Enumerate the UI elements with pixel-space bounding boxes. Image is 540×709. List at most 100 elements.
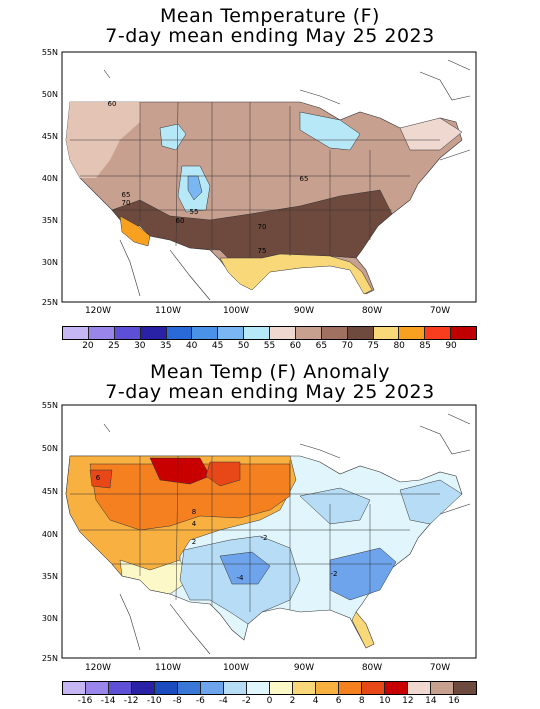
panel2-contour-label: -2 (261, 534, 268, 542)
panel1-lon-label: 100W (223, 306, 249, 316)
panel2-montana-hot (149, 457, 211, 485)
legend-swatch (425, 327, 452, 339)
legend-swatch (431, 682, 454, 694)
panel1-lat-label: 55N (42, 48, 58, 57)
panel1-title-line1: Mean Temperature (F) (160, 5, 380, 27)
panel2-florida-warm (351, 611, 375, 649)
panel1-title-line2: 7-day mean ending May 25 2023 (105, 25, 435, 47)
panel1-contour-label: 60 (176, 217, 185, 225)
legend-label: 2 (289, 696, 296, 706)
legend-label: 8 (358, 696, 365, 706)
legend-swatch (339, 682, 362, 694)
legend-swatch (224, 682, 247, 694)
legend-swatch (63, 682, 86, 694)
legend-swatch (454, 682, 476, 694)
legend-label: 6 (335, 696, 342, 706)
panel2-lon-label: 120W (85, 663, 111, 673)
legend-swatch (408, 682, 431, 694)
legend-label: 30 (134, 341, 146, 351)
legend-swatch (270, 327, 296, 339)
legend-swatch (270, 682, 293, 694)
panel2-title-line1: Mean Temp (F) Anomaly (149, 361, 391, 383)
panel1-lat-label: 35N (42, 216, 58, 225)
panel1-contour-labels: 60 65 65 70 60 55 70 75 (108, 100, 309, 255)
panel2-contour-label: -2 (331, 570, 338, 578)
panel1-color-legend (62, 326, 477, 340)
panel2-lat-label: 35N (42, 572, 58, 581)
panel1-lon-label: 120W (85, 306, 111, 316)
legend-swatch (244, 327, 270, 339)
panel1-lat-labels: 55N 50N 45N 40N 35N 30N 25N (42, 48, 58, 307)
panel2-lat-label: 50N (42, 444, 58, 453)
panel2-lat-label: 45N (42, 487, 58, 496)
panel1-lat-label: 50N (42, 90, 58, 99)
panel1-contour-label: 60 (108, 100, 117, 108)
legend-label: 40 (185, 341, 198, 351)
legend-swatch (63, 327, 89, 339)
legend-label: 60 (289, 341, 302, 351)
legend-swatch (218, 327, 245, 339)
legend-label: 4 (312, 696, 319, 706)
panel2-lat-label: 25N (42, 654, 58, 663)
legend-label: 16 (448, 696, 460, 706)
legend-swatch (88, 327, 115, 339)
panel2-color-legend (62, 681, 477, 695)
legend-label: 55 (263, 341, 276, 351)
panel2-lon-label: 70W (430, 663, 450, 673)
panel2-lat-labels: 55N 50N 45N 40N 35N 30N 25N (42, 401, 58, 663)
panel2-contour-label: 8 (192, 508, 196, 516)
legend-label: 25 (108, 341, 120, 351)
panel1-map: 55N 50N 45N 40N 35N 30N 25N 120W 110W 10… (42, 48, 477, 316)
legend-swatch (247, 682, 270, 694)
panel1-lat-label: 45N (42, 132, 58, 141)
legend-label: 65 (315, 341, 328, 351)
legend-swatch (109, 682, 132, 694)
panel1-lat-label: 25N (42, 298, 58, 307)
panel2-texas-cold (219, 551, 271, 585)
panel2-contour-label: 6 (96, 474, 101, 482)
panel1-state-lines (70, 101, 440, 258)
legend-label: 45 (211, 341, 224, 351)
legend-label: 12 (402, 696, 414, 706)
panel2-greatlakes-cool (299, 487, 371, 525)
legend-label: -8 (172, 696, 182, 706)
legend-swatch (114, 327, 141, 339)
legend-swatch (385, 682, 408, 694)
legend-swatch (293, 682, 316, 694)
legend-label: 80 (393, 341, 405, 351)
panel1-lon-label: 70W (430, 306, 450, 316)
panel1-lon-label: 110W (155, 306, 181, 316)
legend-label: -6 (195, 696, 205, 706)
panel2-pnw-hot (89, 469, 113, 489)
legend-swatch (362, 682, 385, 694)
legend-swatch (347, 327, 374, 339)
legend-swatch (132, 682, 155, 694)
legend-swatch (155, 682, 178, 694)
panel2-contour-label: 4 (192, 520, 197, 528)
panel1-contour-label: 75 (258, 247, 267, 255)
legend-swatch (178, 682, 201, 694)
panel2-sw-mild (119, 559, 191, 595)
legend-label: 14 (425, 696, 437, 706)
legend-label: 85 (419, 341, 431, 351)
panel2-lon-label: 80W (362, 663, 382, 673)
panel1-contour-label: 70 (258, 223, 267, 231)
legend-swatch (321, 327, 348, 339)
legend-label: -12 (123, 696, 139, 706)
legend-label: 35 (160, 341, 172, 351)
legend-label: 20 (82, 341, 94, 351)
legend-label: 70 (341, 341, 354, 351)
legend-swatch (140, 327, 167, 339)
panel1-lon-label: 90W (294, 306, 314, 316)
legend-swatch (86, 682, 109, 694)
panel1-legend-labels: 20 25 30 35 40 45 50 55 60 65 70 75 80 85 90 (62, 341, 477, 353)
legend-label: 50 (237, 341, 250, 351)
panel2-lat-label: 30N (42, 614, 58, 623)
panel1-lon-label: 80W (362, 306, 382, 316)
panel2-contour-label: -4 (237, 574, 245, 582)
legend-swatch (373, 327, 400, 339)
panel2-lat-label: 55N (42, 401, 58, 410)
panel2-contour-label: 2 (192, 538, 196, 546)
legend-label: -10 (146, 696, 162, 706)
